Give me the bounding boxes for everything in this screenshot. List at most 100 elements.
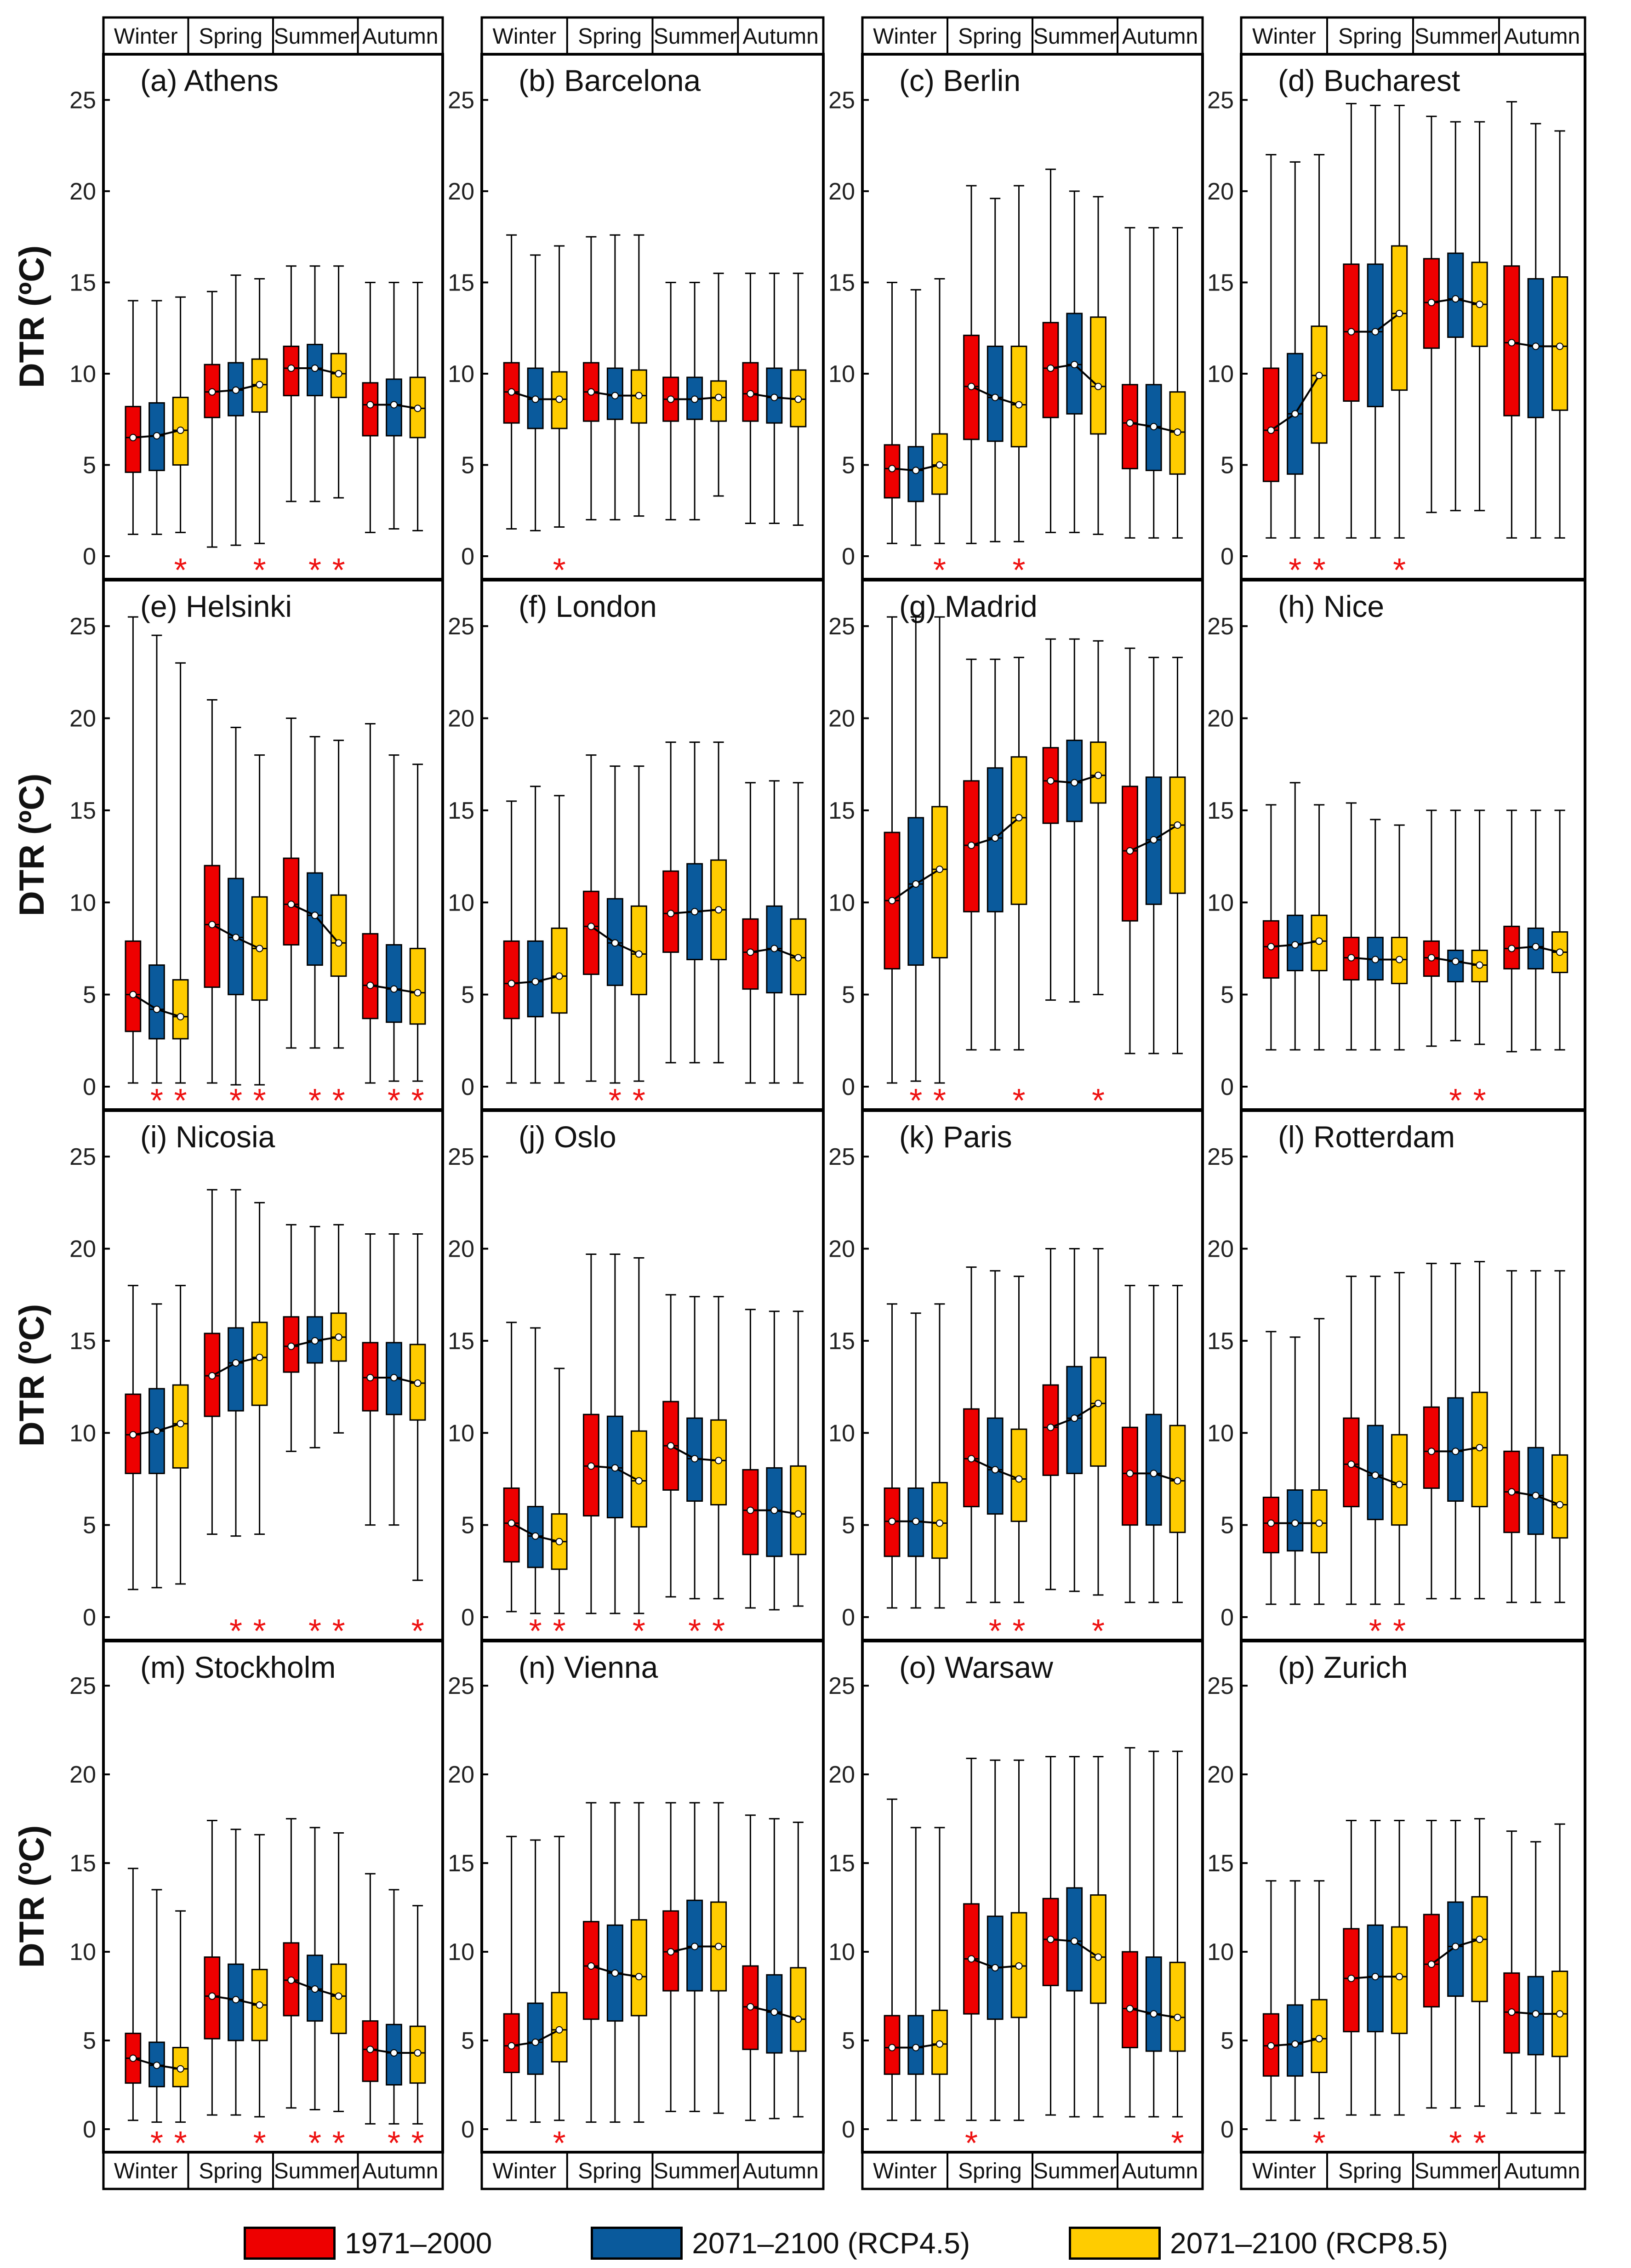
median-dot [208,1992,216,2000]
median-dot [1047,365,1055,372]
median-dot [1071,779,1078,786]
median-dot [770,945,778,952]
median-dot [1452,1943,1460,1950]
significance-star: * [1171,2125,1184,2162]
y-tick-label: 20 [1207,1236,1234,1263]
y-tick-label: 15 [448,1850,474,1877]
season-label: Winter [493,24,557,49]
panel-11: 0 5 10 15 20 25 (k) Paris * * * [828,1109,1204,1650]
y-tick-label: 20 [69,178,96,205]
median-dot [335,1992,342,2000]
y-tick-label: 20 [1207,1761,1234,1788]
box-red [1042,747,1059,824]
y-tick-label: 10 [448,889,474,916]
significance-star: * [308,552,321,589]
season-label: Winter [1252,2159,1316,2183]
panel-title: (j) Oslo [519,1120,616,1154]
panel-frame [102,53,444,581]
y-tick-label: 5 [842,1512,855,1539]
median-dot [715,1457,723,1465]
median-dot [531,395,539,403]
y-tick-label: 10 [1207,1939,1234,1966]
median-dot [747,390,754,398]
median-dot [1508,945,1516,952]
median-dot [1508,2008,1516,2016]
y-tick-label: 20 [828,706,855,732]
y-tick-label: 10 [828,1420,855,1447]
box-yellow [1311,1999,1328,2074]
y-axis-label: DTR (ºC) [12,245,51,388]
panel-frame [1240,1109,1586,1641]
panel-title: (i) Nicosia [140,1120,275,1154]
panel-title: (g) Madrid [899,589,1038,623]
significance-star: * [989,1613,1002,1650]
median-dot [611,392,619,399]
median-dot [691,1455,699,1463]
median-dot [1396,309,1403,317]
panel-title: (n) Vienna [519,1650,658,1684]
median-dot [1556,2010,1564,2018]
significance-star: * [553,552,566,589]
median-dot [1174,428,1181,436]
box-blue [1287,2004,1304,2077]
significance-star: * [332,1083,345,1119]
panel-10: 0 5 10 15 20 25 (j) Oslo * * * * * [448,1109,825,1650]
median-dot [794,2015,802,2023]
median-dot [1291,410,1299,418]
significance-star: * [909,1083,922,1119]
panel-6: 0 5 10 15 20 25 (f) London * * [448,579,825,1119]
median-dot [747,948,754,956]
median-dot [587,388,595,396]
median-dot [555,972,563,980]
y-tick-label: 10 [828,361,855,387]
significance-star: * [411,1083,424,1119]
median-dot [1532,1492,1540,1499]
median-dot [366,2046,374,2053]
panel-title: (h) Nice [1278,589,1384,623]
y-tick-label: 15 [69,798,96,824]
season-label: Winter [873,2159,937,2183]
median-dot [991,393,999,401]
median-dot [508,1519,515,1527]
box-red [1122,1951,1138,2048]
median-dot [1508,339,1516,347]
median-dot [1126,847,1134,855]
median-dot [129,2054,137,2062]
significance-star: * [633,1613,645,1650]
season-label: Summer [274,24,357,49]
season-label: Autumn [362,24,438,49]
box-yellow [1010,1912,1027,2018]
y-tick-label: 20 [69,706,96,732]
significance-star: * [253,552,266,589]
median-dot [1452,295,1460,303]
median-dot [287,900,295,908]
y-tick-label: 5 [83,982,96,1009]
box-yellow [790,1967,807,2052]
box-yellow [409,947,426,1025]
median-dot [311,912,319,919]
panel-2: Winter Spring Summer Autumn 0 5 10 15 20 25 (b) Ba… [448,16,825,589]
median-dot [1476,1444,1483,1452]
y-tick-label: 10 [69,361,96,387]
median-dot [747,2003,754,2011]
legend-item-1971-2000: 1971–2000 [244,2226,492,2260]
median-dot [555,1538,563,1545]
y-tick-label: 20 [1207,178,1234,205]
median-dot [390,2049,398,2057]
median-dot [1015,1475,1023,1483]
legend-swatch-yellow [1069,2227,1161,2260]
median-dot [1174,821,1181,829]
median-dot [390,985,398,993]
panel-title: (f) London [519,589,657,623]
box-red [963,1408,980,1508]
median-dot [287,365,295,372]
y-tick-label: 20 [828,1236,855,1263]
y-tick-label: 20 [1207,706,1234,732]
median-dot [1396,1481,1403,1488]
panel-3: Winter Spring Summer Autumn 0 5 10 15 20 25 (c) Be… [828,16,1204,589]
significance-star: * [411,1613,424,1650]
median-dot [1291,2040,1299,2048]
season-label: Autumn [742,24,818,49]
significance-star: * [253,2125,266,2162]
